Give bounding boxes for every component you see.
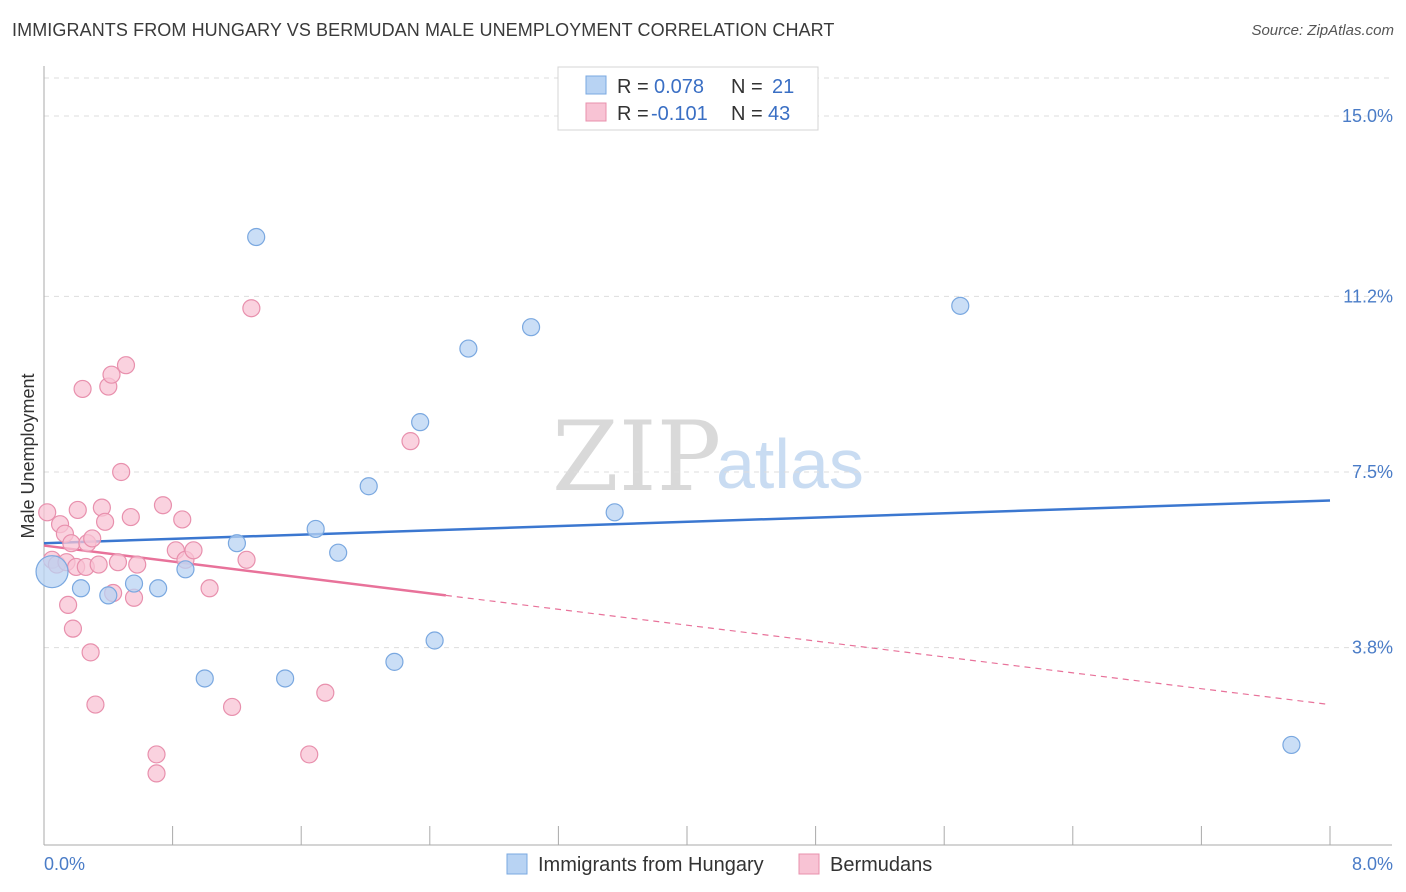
point-hungary bbox=[71, 579, 91, 598]
point-bermudans bbox=[147, 764, 166, 783]
point-hungary bbox=[951, 296, 970, 315]
point-bermudans bbox=[112, 462, 131, 482]
legend-swatch-hungary bbox=[585, 75, 607, 95]
y-tick-label: 11.2% bbox=[1343, 286, 1393, 306]
watermark-atlas: atlas bbox=[716, 425, 864, 503]
point-hungary bbox=[521, 318, 541, 337]
legend-bottom-swatch-hungary bbox=[506, 853, 528, 875]
point-hungary bbox=[247, 227, 266, 247]
x-tick-label-max: 8.0% bbox=[1352, 854, 1393, 874]
watermark-zip: ZIP bbox=[552, 401, 721, 513]
point-hungary bbox=[605, 503, 624, 522]
y-tick-label: 3.8% bbox=[1352, 638, 1393, 658]
trend-lines bbox=[43, 499, 1331, 706]
y-tick-label: 7.5% bbox=[1352, 462, 1393, 482]
point-bermudans bbox=[316, 683, 335, 702]
point-hungary bbox=[1282, 735, 1301, 755]
point-bermudans bbox=[128, 555, 147, 574]
legend-bottom-swatch-bermudans bbox=[798, 853, 820, 875]
legend-r-label-1: R = bbox=[617, 76, 649, 98]
chart-source: Source: ZipAtlas.com bbox=[1251, 22, 1394, 39]
point-hungary bbox=[124, 574, 144, 593]
legend-n-value-2: 43 bbox=[768, 103, 790, 125]
axes bbox=[43, 66, 1392, 846]
legend-bottom-label-hungary: Immigrants from Hungary bbox=[538, 854, 764, 876]
legend-n-value-1: 21 bbox=[772, 76, 794, 98]
legend-r-value-1: 0.078 bbox=[654, 76, 704, 98]
point-bermudans bbox=[300, 745, 319, 764]
legend-n-label-1: N = bbox=[731, 76, 763, 98]
point-hungary bbox=[411, 413, 430, 432]
x-tick-label-min: 0.0% bbox=[44, 854, 85, 874]
trend-line-hungary bbox=[43, 499, 1331, 545]
point-bermudans bbox=[237, 550, 256, 569]
point-hungary bbox=[359, 477, 378, 496]
point-hungary bbox=[99, 586, 118, 605]
point-bermudans bbox=[147, 745, 166, 764]
point-hungary bbox=[195, 669, 214, 688]
legend-top: R = 0.078 N = 21 R = -0.101 N = 43 bbox=[557, 66, 819, 131]
point-bermudans bbox=[222, 697, 242, 717]
point-bermudans bbox=[68, 500, 87, 520]
point-bermudans bbox=[86, 695, 105, 714]
trend-line-bermudans bbox=[43, 544, 447, 597]
legend-bottom: Immigrants from Hungary Bermudans bbox=[506, 853, 932, 876]
point-hungary bbox=[227, 534, 246, 553]
point-bermudans bbox=[63, 619, 83, 638]
legend-r-value-2: -0.101 bbox=[651, 103, 708, 125]
point-bermudans bbox=[59, 595, 78, 614]
legend-r-label-2: R = bbox=[617, 103, 649, 125]
point-bermudans bbox=[200, 579, 219, 598]
point-bermudans bbox=[102, 365, 121, 384]
legend-n-label-2: N = bbox=[731, 103, 763, 125]
trend-line-bermudans-extrapolated bbox=[445, 594, 1331, 706]
point-hungary bbox=[176, 560, 195, 579]
point-bermudans bbox=[242, 299, 261, 318]
point-bermudans bbox=[95, 512, 115, 531]
point-bermudans bbox=[81, 643, 100, 662]
point-hungary bbox=[149, 579, 168, 598]
point-bermudans bbox=[38, 503, 57, 522]
point-bermudans bbox=[83, 529, 102, 548]
y-axis-label: Male Unemployment bbox=[18, 373, 38, 538]
legend-bottom-label-bermudans: Bermudans bbox=[830, 854, 932, 876]
point-bermudans bbox=[173, 510, 192, 529]
chart-title: IMMIGRANTS FROM HUNGARY VS BERMUDAN MALE… bbox=[12, 20, 835, 40]
point-bermudans bbox=[116, 356, 136, 375]
point-bermudans bbox=[401, 432, 420, 451]
legend-swatch-bermudans bbox=[585, 102, 607, 122]
y-tick-labels: 3.8% 7.5% 11.2% 15.0% bbox=[1342, 106, 1393, 658]
point-bermudans bbox=[153, 496, 173, 515]
point-bermudans bbox=[108, 553, 128, 572]
point-hungary bbox=[385, 652, 404, 671]
point-hungary bbox=[276, 669, 295, 688]
point-bermudans bbox=[62, 534, 81, 553]
data-points bbox=[35, 227, 1301, 783]
point-hungary bbox=[459, 339, 478, 358]
point-hungary bbox=[35, 555, 69, 589]
point-bermudans bbox=[73, 379, 92, 399]
y-tick-label: 15.0% bbox=[1342, 106, 1393, 126]
point-hungary bbox=[306, 519, 325, 539]
point-bermudans bbox=[89, 555, 108, 574]
point-hungary bbox=[329, 543, 348, 562]
point-bermudans bbox=[121, 507, 140, 527]
point-hungary bbox=[425, 631, 444, 650]
point-bermudans bbox=[184, 541, 203, 560]
